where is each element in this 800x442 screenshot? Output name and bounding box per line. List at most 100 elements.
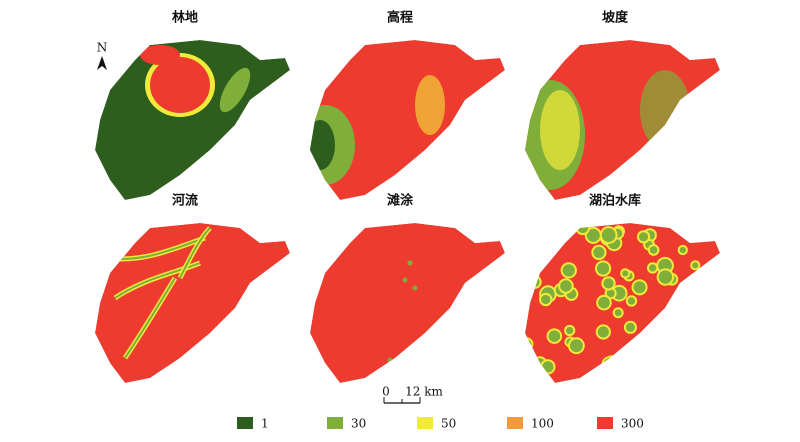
land <box>525 223 720 383</box>
lake <box>649 246 658 254</box>
legend-label: 1 <box>261 417 269 431</box>
lake <box>541 294 551 305</box>
lake <box>525 270 535 280</box>
lake <box>603 358 616 371</box>
lake <box>601 228 616 242</box>
scale-start: 0 <box>382 385 390 399</box>
land <box>310 223 505 383</box>
dot <box>407 260 413 266</box>
lake <box>537 230 545 238</box>
lake <box>627 297 636 305</box>
lake <box>614 362 626 374</box>
lake <box>593 246 605 259</box>
lake <box>529 277 540 287</box>
legend-swatch <box>327 417 343 429</box>
map-content <box>310 40 505 200</box>
zone <box>640 70 690 150</box>
lake <box>560 280 572 292</box>
lake <box>658 270 673 284</box>
panel-title: 湖泊水库 <box>589 193 641 209</box>
lake-buffer <box>545 244 556 255</box>
lake <box>706 318 720 331</box>
zone <box>415 75 445 135</box>
lake-buffer <box>535 228 547 240</box>
land <box>310 40 505 200</box>
lake-buffer <box>644 356 657 369</box>
lake <box>622 270 629 277</box>
lake-buffer <box>601 356 618 373</box>
lake <box>614 309 622 317</box>
zone <box>219 67 251 113</box>
map-panel <box>310 40 505 200</box>
lake <box>527 366 542 381</box>
lake <box>525 275 532 286</box>
scale-bar: 0 12 km <box>382 385 443 404</box>
lake <box>605 371 619 383</box>
lake-buffer <box>525 268 537 282</box>
lake <box>598 296 610 309</box>
map-panel <box>95 223 290 383</box>
river <box>179 227 211 279</box>
lake <box>547 246 554 253</box>
legend-label: 100 <box>531 417 554 431</box>
lake <box>689 294 697 303</box>
scale-end: 12 km <box>405 385 443 399</box>
lake <box>612 286 626 300</box>
panel-title: 林地 <box>172 10 198 26</box>
dot <box>317 265 323 271</box>
lake <box>669 364 680 375</box>
zone <box>540 90 580 170</box>
lake-buffer <box>525 273 534 288</box>
map-content <box>95 223 290 383</box>
lake <box>603 278 614 289</box>
north-label: N <box>97 41 108 55</box>
panel-title: 河流 <box>172 193 198 209</box>
lake <box>692 262 699 269</box>
dot <box>412 285 418 291</box>
map-content <box>310 223 505 383</box>
dot <box>387 357 393 363</box>
lake <box>562 264 575 277</box>
lake-buffer <box>660 341 675 356</box>
lake-buffer <box>612 360 628 376</box>
lake-buffer <box>655 319 668 332</box>
lake <box>657 321 666 330</box>
river <box>124 277 176 359</box>
lake <box>701 270 712 280</box>
lake <box>566 326 574 335</box>
legend-swatch <box>597 417 613 429</box>
panel-title: 坡度 <box>602 10 629 26</box>
lake <box>625 322 636 332</box>
zone <box>310 120 335 170</box>
lake-buffer <box>533 223 548 234</box>
legend-label: 300 <box>621 417 644 431</box>
lake-buffer <box>704 316 720 333</box>
map-panel <box>95 40 290 200</box>
lake-buffer <box>707 322 719 335</box>
legend-swatch <box>507 417 523 429</box>
river <box>114 262 201 299</box>
lake-buffer <box>700 362 718 380</box>
panel-title: 滩涂 <box>387 193 414 209</box>
lake <box>586 228 600 242</box>
map-panel <box>525 223 720 383</box>
map-content <box>525 40 720 200</box>
dot <box>432 335 438 341</box>
lake <box>597 326 609 338</box>
panel-title: 高程 <box>387 10 413 26</box>
legend-swatch <box>237 417 253 429</box>
lake <box>569 339 583 353</box>
land <box>95 223 290 383</box>
dot <box>402 277 408 283</box>
lake <box>633 281 646 294</box>
lake <box>577 223 589 234</box>
legend-label: 50 <box>441 417 456 431</box>
lake-buffer <box>687 292 699 305</box>
lake <box>662 343 673 354</box>
lake <box>679 354 687 362</box>
lake <box>679 246 686 254</box>
lake <box>536 367 545 376</box>
lake <box>648 264 657 272</box>
legend-swatch <box>417 417 433 429</box>
